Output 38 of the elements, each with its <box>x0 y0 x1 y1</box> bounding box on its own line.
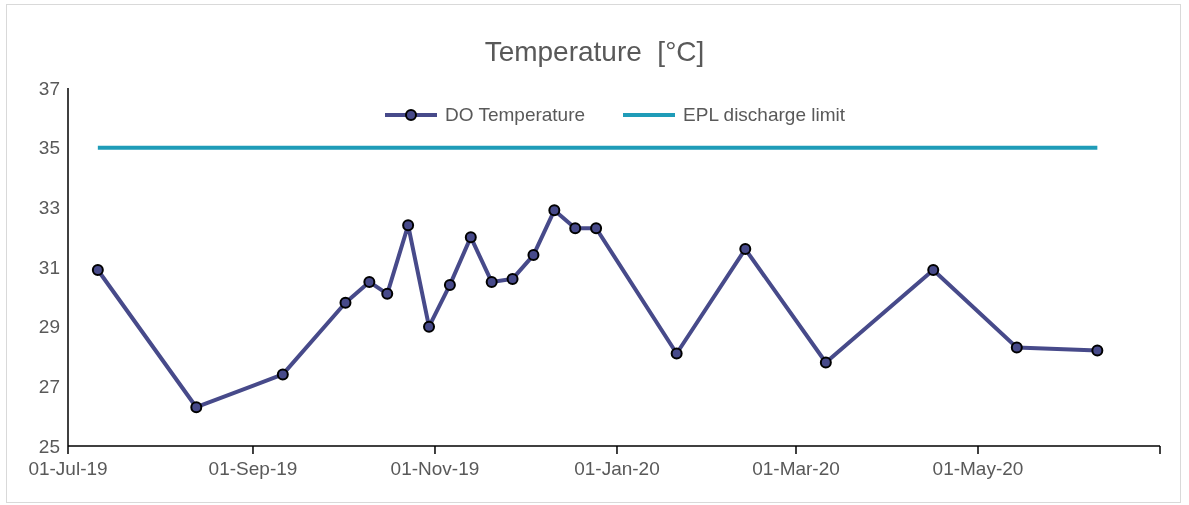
chart-title: Temperature [°C] <box>483 36 706 68</box>
x-tick-label: 01-Sep-19 <box>208 458 298 480</box>
legend-label: EPL discharge limit <box>683 104 846 126</box>
y-tick-label: 25 <box>38 435 60 457</box>
point <box>381 287 394 300</box>
point <box>91 263 104 276</box>
point <box>423 320 436 333</box>
y-tick-label: 27 <box>38 376 60 398</box>
point <box>363 275 376 288</box>
point <box>190 401 203 414</box>
x-tick-label: 01-Jan-20 <box>574 458 660 480</box>
x-tick-label: 01-Mar-20 <box>752 458 840 480</box>
point <box>548 204 561 217</box>
point <box>1091 344 1104 357</box>
point <box>464 231 477 244</box>
point <box>527 249 540 262</box>
point <box>569 222 582 235</box>
point <box>339 296 352 309</box>
point <box>276 368 289 381</box>
x-tick-label: 01-May-20 <box>932 458 1024 480</box>
y-tick-label: 35 <box>38 137 60 159</box>
legend-label: DO Temperature <box>444 104 586 126</box>
point <box>402 219 415 232</box>
point <box>1010 341 1023 354</box>
y-tick-label: 29 <box>38 316 60 338</box>
point <box>485 275 498 288</box>
x-tick-label: 01-Nov-19 <box>390 458 480 480</box>
point <box>819 356 832 369</box>
x-tick-label: 01-Jul-19 <box>28 458 108 480</box>
y-tick-label: 33 <box>38 197 60 219</box>
point <box>506 272 519 285</box>
point <box>927 263 940 276</box>
y-tick-label: 37 <box>38 77 60 99</box>
point <box>590 222 603 235</box>
point <box>670 347 683 360</box>
y-tick-label: 31 <box>38 256 60 278</box>
point <box>443 278 456 291</box>
point <box>739 243 752 256</box>
